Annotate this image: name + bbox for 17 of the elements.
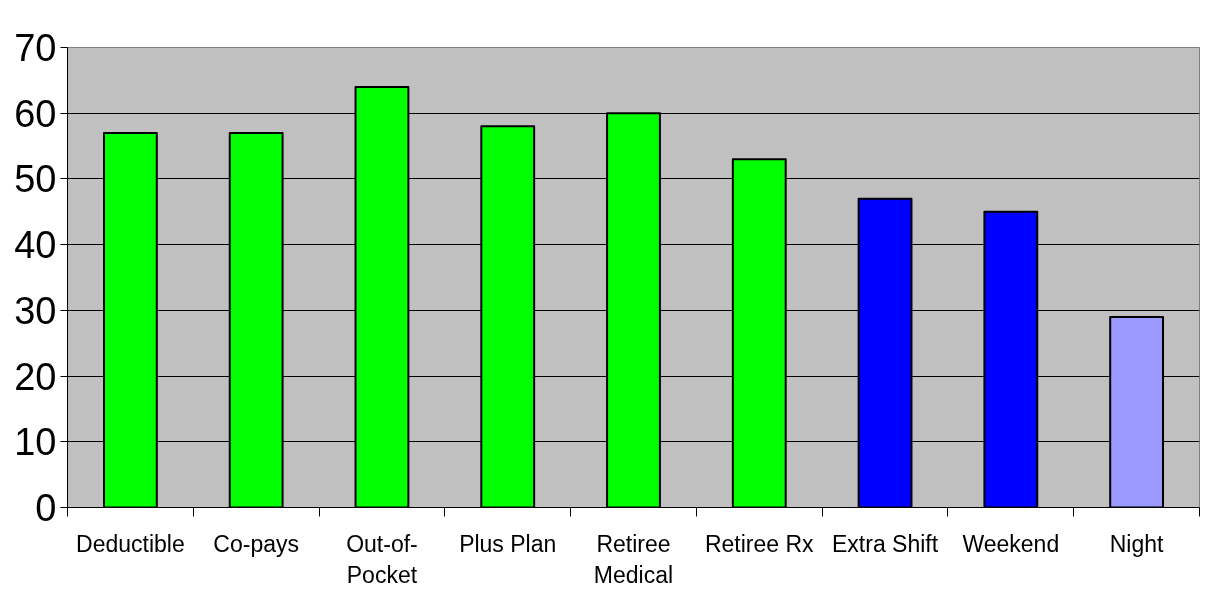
x-tick-label: Extra Shift (832, 530, 939, 557)
x-tick-label: Night (1109, 530, 1165, 557)
x-tick-label: Co-pays (213, 530, 299, 557)
y-tick-label: 60 (14, 92, 57, 135)
x-tick-label: Plus Plan (459, 530, 557, 557)
y-tick-label: 20 (14, 355, 57, 398)
y-tick-label: 50 (14, 158, 57, 201)
x-tick-label: Retiree Rx (704, 530, 815, 557)
x-tick-label: Out-of-Pocket (346, 530, 418, 588)
y-tick-label: 0 (35, 487, 57, 529)
y-tick-label: 10 (14, 421, 57, 464)
y-tick-label: 40 (14, 224, 57, 267)
y-tick-label: 70 (14, 27, 57, 69)
y-tick-label: 30 (14, 289, 57, 332)
x-tick-label: Retiree Medical (593, 530, 674, 588)
x-tick-label: Deductible (76, 530, 185, 557)
x-tick-label: Weekend (962, 530, 1060, 557)
